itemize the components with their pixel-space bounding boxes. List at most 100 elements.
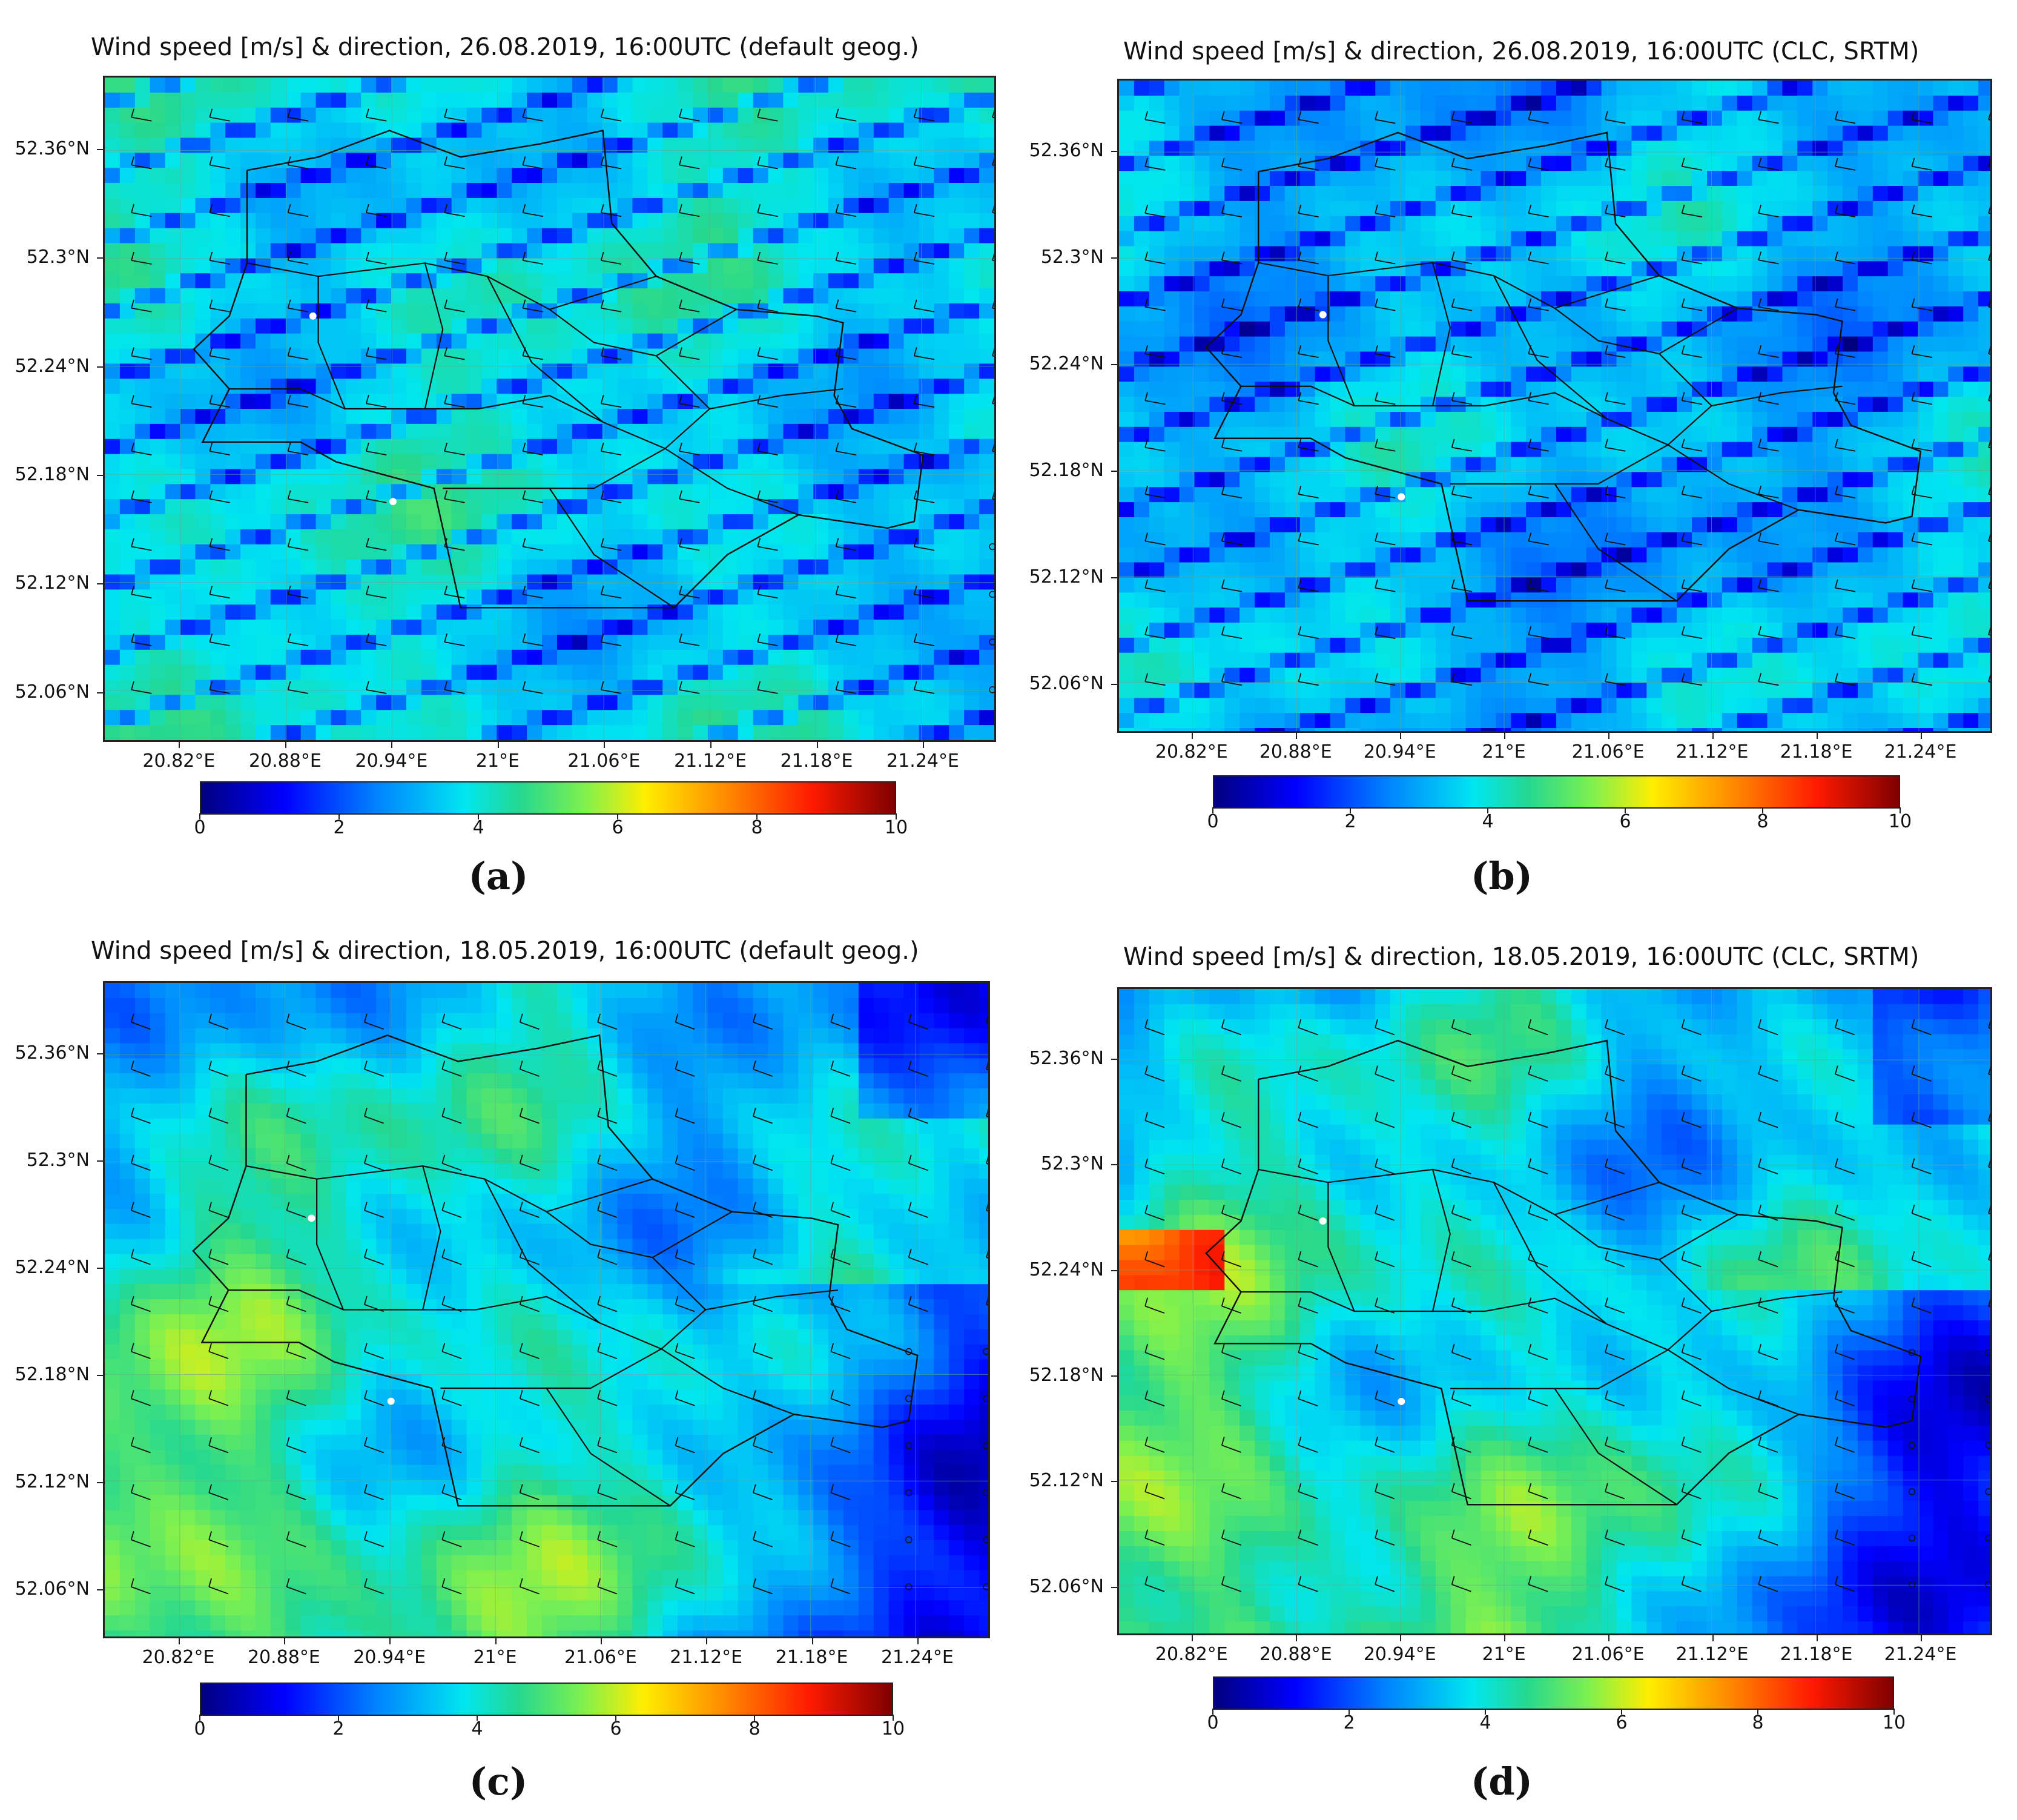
speed-cell — [798, 363, 814, 379]
speed-cell — [1918, 532, 1933, 548]
speed-cell — [210, 649, 226, 666]
speed-cell — [1255, 125, 1270, 141]
speed-cell — [572, 469, 588, 485]
speed-cell — [1360, 171, 1376, 187]
speed-cell — [1571, 607, 1587, 623]
speed-cell — [346, 409, 361, 425]
speed-cell — [1752, 472, 1768, 488]
speed-cell — [331, 183, 346, 199]
speed-cell — [1556, 171, 1572, 187]
speed-cell — [964, 333, 980, 349]
colorbar-tick-label: 4 — [472, 817, 484, 838]
speed-cell — [858, 649, 874, 666]
speed-cell — [105, 122, 120, 138]
speed-cell — [1812, 351, 1828, 367]
speed-cell — [497, 514, 512, 530]
speed-cell — [1963, 216, 1979, 232]
speed-cell — [888, 559, 905, 575]
speed-cell — [1978, 442, 1990, 458]
speed-cell — [1722, 411, 1738, 428]
speed-cell — [225, 153, 241, 168]
speed-cell — [255, 469, 271, 485]
speed-cell — [979, 107, 994, 124]
speed-cell — [497, 228, 512, 243]
speed-cell — [1843, 487, 1858, 503]
speed-cell — [1706, 200, 1723, 217]
speed-cell — [1481, 472, 1496, 488]
speed-cell — [1857, 472, 1873, 488]
speed-cell — [1662, 502, 1677, 518]
speed-cell — [873, 604, 890, 620]
speed-cell — [1330, 397, 1345, 412]
speed-cell — [1179, 216, 1195, 232]
speed-cell — [1843, 623, 1858, 638]
speed-cell — [1450, 246, 1467, 262]
speed-cell — [315, 710, 331, 726]
speed-cell — [1616, 216, 1632, 232]
speed-cell — [134, 559, 151, 575]
speed-cell — [934, 228, 949, 243]
speed-cell — [150, 333, 166, 349]
speed-cell — [285, 604, 302, 620]
speed-cell — [722, 514, 739, 530]
speed-cell — [497, 78, 512, 93]
speed-cell — [1631, 397, 1647, 412]
speed-cell — [1677, 517, 1692, 533]
speed-cell — [361, 318, 377, 334]
speed-cell — [1616, 171, 1632, 187]
speed-cell — [1662, 95, 1677, 111]
speed-cell — [1209, 321, 1225, 337]
speed-cell — [1134, 442, 1150, 458]
speed-cell — [391, 710, 407, 726]
speed-cell — [451, 409, 467, 425]
speed-cell — [1149, 592, 1165, 608]
speed-cell — [270, 409, 286, 425]
speed-cell — [888, 454, 905, 469]
speed-cell — [1812, 487, 1828, 503]
speed-cell — [1240, 592, 1255, 608]
speed-cell — [1511, 216, 1527, 232]
speed-cell — [1164, 637, 1180, 654]
speed-cell — [270, 649, 286, 666]
speed-cell — [1948, 426, 1964, 443]
speed-cell — [105, 183, 120, 199]
speed-cell — [662, 258, 678, 274]
speed-cell — [1420, 562, 1436, 578]
speed-cell — [210, 484, 226, 500]
speed-cell — [1933, 577, 1949, 593]
speed-cell — [165, 363, 180, 379]
speed-cell — [738, 559, 754, 575]
speed-cell — [527, 243, 543, 259]
speed-cell — [1375, 95, 1391, 111]
speed-cell — [225, 183, 241, 199]
speed-cell — [210, 680, 226, 695]
speed-cell — [542, 168, 558, 184]
speed-cell — [1511, 442, 1527, 458]
speed-cell — [451, 423, 467, 440]
speed-cell — [497, 634, 512, 650]
speed-cell — [1481, 457, 1496, 472]
speed-cell — [979, 243, 994, 259]
speed-cell — [1887, 231, 1904, 247]
speed-cell — [1420, 517, 1436, 533]
speed-cell — [1782, 592, 1798, 608]
speed-cell — [331, 153, 346, 168]
speed-cell — [1978, 95, 1990, 111]
speed-cell — [512, 379, 527, 394]
speed-cell — [1299, 472, 1316, 488]
speed-cell — [1119, 200, 1135, 217]
speed-cell — [195, 303, 211, 319]
speed-cell — [903, 303, 920, 319]
wind-barb — [600, 347, 622, 360]
speed-cell — [105, 333, 120, 349]
speed-cell — [1360, 562, 1376, 578]
speed-cell — [964, 122, 980, 138]
speed-cell — [1752, 457, 1768, 472]
speed-cell — [722, 680, 739, 695]
speed-cell — [1224, 547, 1240, 563]
speed-cell — [556, 620, 573, 635]
speed-cell — [1119, 607, 1135, 623]
speed-cell — [527, 423, 543, 440]
speed-cell — [1646, 141, 1662, 156]
wind-barb — [522, 395, 543, 408]
